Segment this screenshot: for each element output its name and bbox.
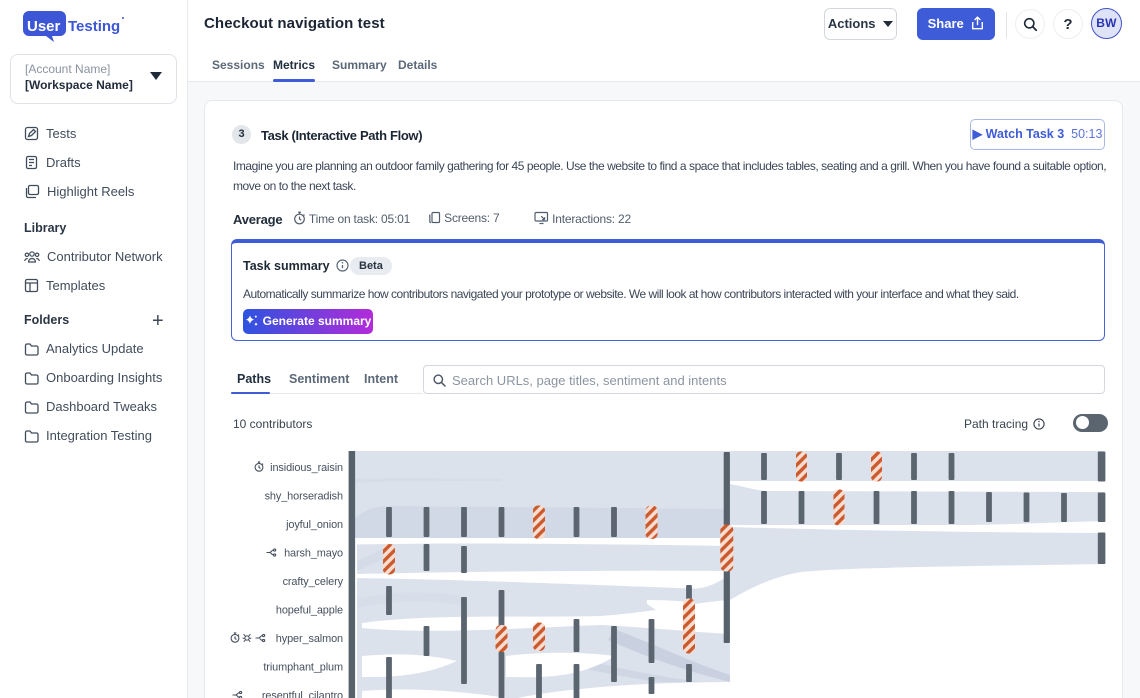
svg-text:Testing: Testing xyxy=(68,18,120,35)
svg-text:shy_horseradish: shy_horseradish xyxy=(265,491,343,503)
svg-text:hyper_salmon: hyper_salmon xyxy=(276,633,343,645)
svg-text:crafty_celery: crafty_celery xyxy=(283,576,344,588)
svg-text:triumphant_plum: triumphant_plum xyxy=(263,662,343,674)
svg-text:harsh_mayo: harsh_mayo xyxy=(284,548,343,560)
svg-text:User: User xyxy=(27,18,61,35)
svg-text:insidious_raisin: insidious_raisin xyxy=(270,462,343,474)
svg-text:resentful_cilantro: resentful_cilantro xyxy=(262,690,343,698)
svg-text:hopeful_apple: hopeful_apple xyxy=(276,605,343,617)
svg-text:joyful_onion: joyful_onion xyxy=(285,519,343,531)
